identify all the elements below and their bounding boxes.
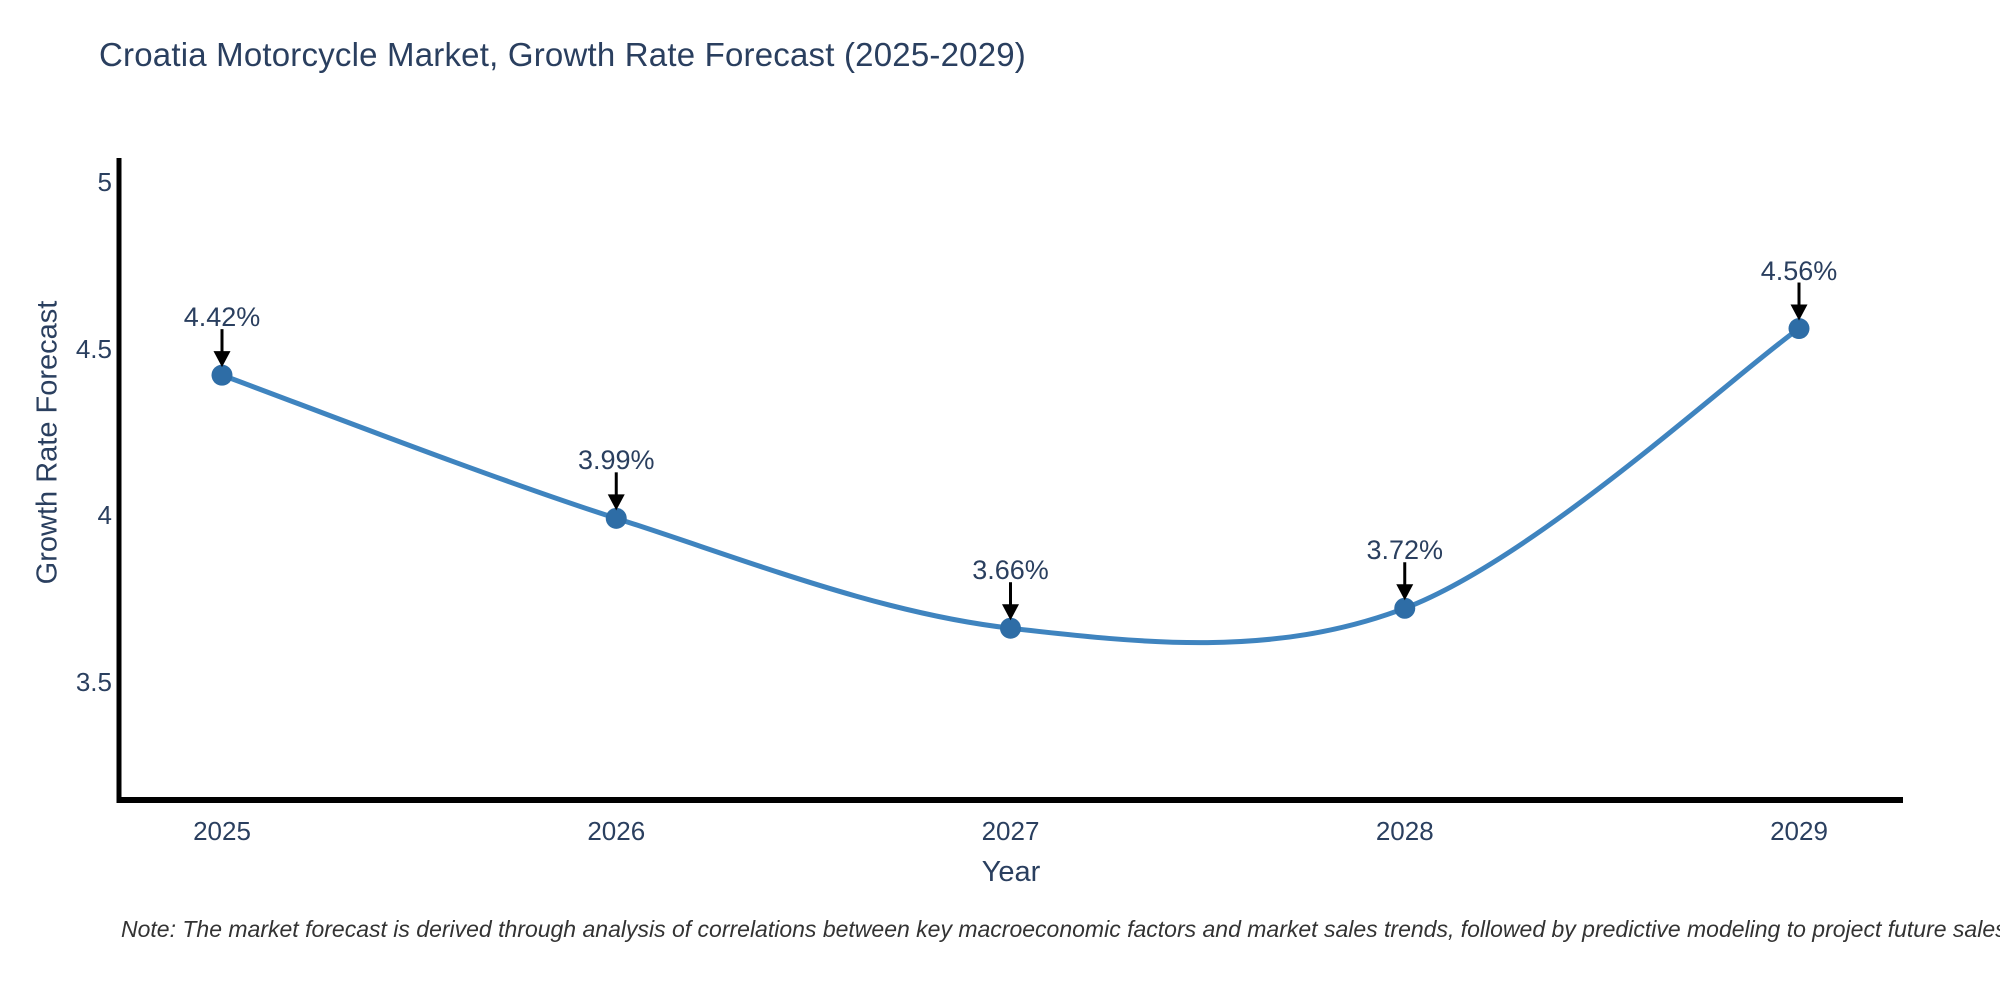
x-tick-label: 2028 <box>1375 816 1434 846</box>
data-point-value-label: 3.66% <box>972 555 1049 586</box>
annotation-arrowhead <box>1396 584 1414 601</box>
data-point-marker <box>211 364 233 386</box>
annotation-arrowhead <box>1002 604 1019 621</box>
data-point-marker <box>1000 617 1021 639</box>
y-tick-label: 5 <box>97 167 112 197</box>
annotation-arrowhead <box>213 351 231 368</box>
y-tick-label: 4 <box>97 500 112 530</box>
x-tick-label: 2026 <box>587 816 646 846</box>
data-point-value-label: 4.56% <box>1760 255 1838 286</box>
annotation-arrowhead <box>1790 304 1808 321</box>
x-tick-label: 2027 <box>981 816 1040 846</box>
data-point-marker <box>1788 318 1810 340</box>
footnote: Note: The market forecast is derived thr… <box>121 916 2000 942</box>
data-point-value-label: 3.99% <box>577 445 655 476</box>
x-tick-label: 2025 <box>193 816 251 846</box>
x-tick-label: 2029 <box>1770 816 1828 846</box>
data-point-marker <box>1394 597 1416 619</box>
annotation-arrowhead <box>607 494 625 511</box>
data-point-value-label: 4.42% <box>183 302 261 333</box>
y-tick-label: 4.5 <box>75 333 112 364</box>
data-point-marker <box>605 507 627 529</box>
y-tick-label: 3.5 <box>75 666 112 697</box>
data-point-value-label: 3.72% <box>1366 535 1444 566</box>
x-axis-title: Year <box>981 856 1041 888</box>
chart-title: Croatia Motorcycle Market, Growth Rate F… <box>99 36 1026 73</box>
